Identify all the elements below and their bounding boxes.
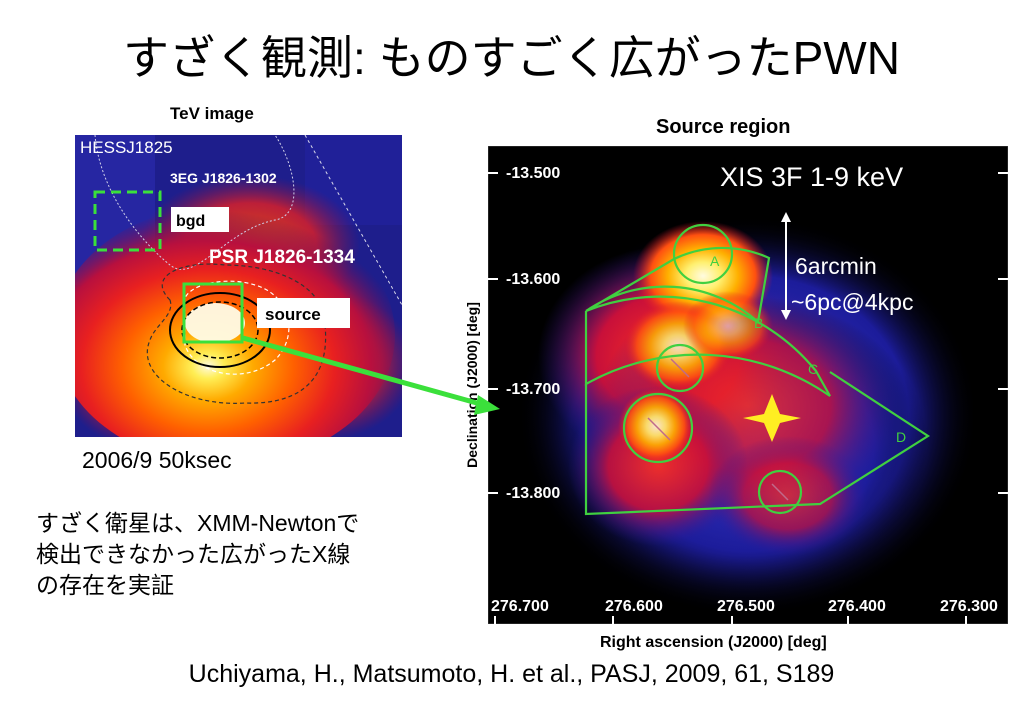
region-annuli <box>584 223 931 516</box>
tev-fit-ellipse <box>169 292 271 368</box>
source-label: source <box>265 305 321 324</box>
pulsar-label: PSR J1826-1334 <box>209 247 355 268</box>
note-line-3: の存在を実証 <box>36 572 174 598</box>
ra-tick-2: 276.600 <box>605 598 663 615</box>
source-region-title: Source region <box>656 116 791 138</box>
tev-image-caption: TeV image <box>170 104 254 123</box>
slide-title: すざく観測: ものすごく広がったPWN <box>123 32 900 84</box>
right-ascension-axis-label: Right ascension (J2000) [deg] <box>600 634 827 651</box>
ra-tick-5: 276.300 <box>940 598 998 615</box>
observation-caption: 2006/9 50ksec <box>82 447 232 473</box>
scale-label-arcmin: 6arcmin <box>795 253 877 279</box>
dec-tick-3: -13.700 <box>506 381 560 398</box>
small-circle-2 <box>622 392 694 464</box>
tev-image: HESSJ1825 3EG J1826-1302 bgd PSR J1826-1… <box>75 135 402 437</box>
hess-source-label: HESSJ1825 <box>80 138 173 157</box>
scale-label-pc: ~6pc@4kpc <box>791 289 913 315</box>
region-b-outline <box>585 246 771 325</box>
ra-tick-1: 276.700 <box>491 598 549 615</box>
region-a-circle <box>672 223 734 285</box>
pulsar-star-marker <box>743 394 801 442</box>
region-label-b: B <box>754 315 763 331</box>
note-line-2: 検出できなかった広がったX線 <box>36 541 351 567</box>
ra-tick-3: 276.500 <box>717 598 775 615</box>
dec-tick-1: -13.500 <box>506 165 560 182</box>
tev-outer-contour <box>146 263 327 404</box>
small-circle-1 <box>655 343 705 393</box>
suzaku-note: すざく衛星は、XMM-Newtonで 検出できなかった広がったX線 の存在を実証 <box>36 508 456 601</box>
small-circle-3 <box>757 469 803 515</box>
scale-bar <box>781 212 791 320</box>
note-line-1: すざく衛星は、XMM-Newtonで <box>36 510 360 536</box>
egret-contour <box>94 135 295 270</box>
region-label-a: A <box>710 253 720 269</box>
bgd-box <box>93 190 162 252</box>
declination-axis-label: Declination (J2000) [deg] <box>464 302 480 468</box>
region-label-c: C <box>808 361 818 377</box>
reference-citation: Uchiyama, H., Matsumoto, H. et al., PASJ… <box>188 660 835 688</box>
band-label: XIS 3F 1-9 keV <box>720 162 903 192</box>
region-label-d: D <box>896 429 906 445</box>
region-c-outline <box>584 295 831 397</box>
egret-source-label: 3EG J1826-1302 <box>170 170 277 186</box>
bgd-label: bgd <box>176 213 205 230</box>
dec-tick-2: -13.600 <box>506 271 560 288</box>
source-box <box>182 282 244 344</box>
bgd-label-box <box>171 207 229 232</box>
ra-tick-4: 276.400 <box>828 598 886 615</box>
xray-map: -13.500 -13.600 -13.700 -13.800 276.700 … <box>488 146 1008 624</box>
dec-tick-4: -13.800 <box>506 485 560 502</box>
region-d-outline <box>584 371 931 516</box>
source-label-box <box>257 298 350 328</box>
